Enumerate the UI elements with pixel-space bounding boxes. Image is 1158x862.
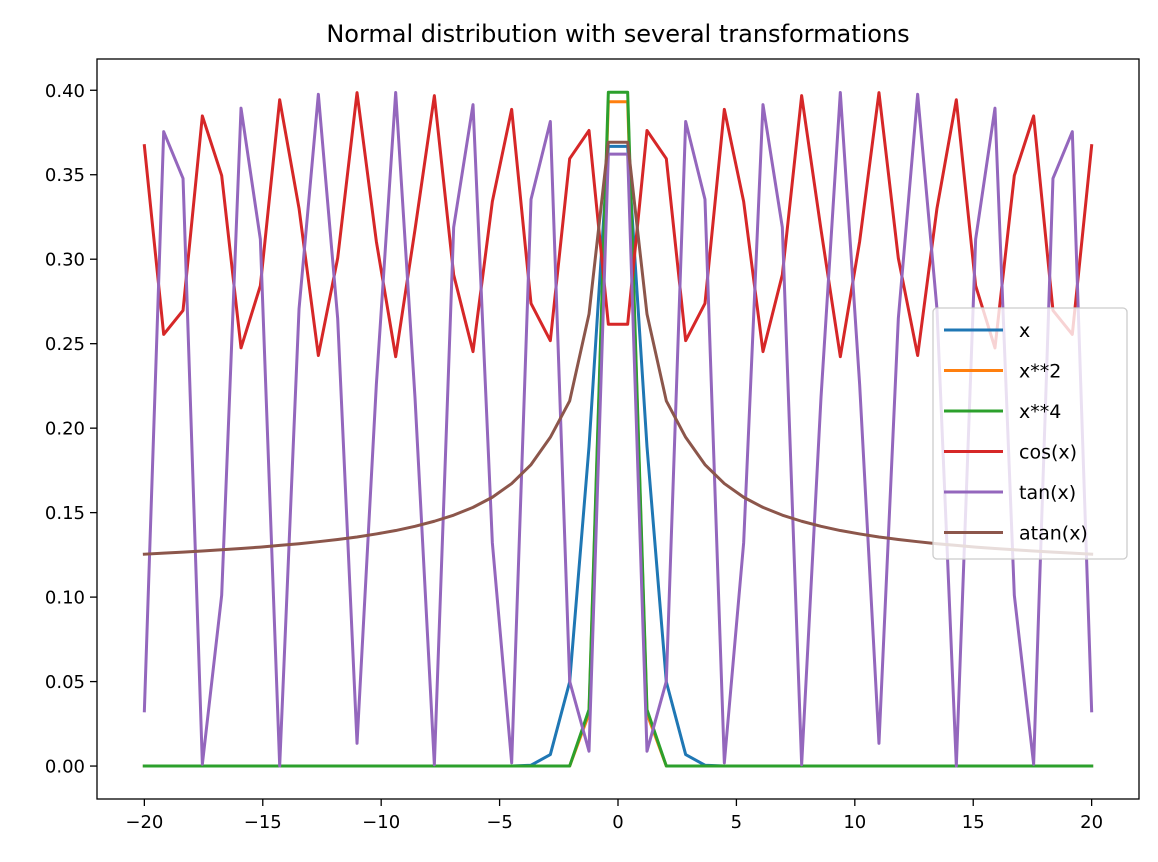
legend-label: tan(x) <box>1019 482 1076 504</box>
y-tick-label: 0.30 <box>45 250 85 271</box>
chart-title: Normal distribution with several transfo… <box>326 20 909 48</box>
x-tick-label: −10 <box>362 812 400 833</box>
y-tick-label: 0.20 <box>45 419 85 440</box>
y-tick-label: 0.25 <box>45 334 85 355</box>
x-tick-label: 20 <box>1080 812 1103 833</box>
x-tick-label: 5 <box>731 812 742 833</box>
x-tick-label: −5 <box>486 812 513 833</box>
y-tick-label: 0.10 <box>45 588 85 609</box>
x-tick-label: 15 <box>962 812 985 833</box>
x-tick-label: −20 <box>125 812 163 833</box>
legend: x x**2 x**4 cos(x) tan(x) atan(x) <box>932 307 1128 560</box>
legend-box <box>932 307 1128 560</box>
legend-label: x**4 <box>1019 401 1061 423</box>
series-line-2 <box>142 90 1094 768</box>
y-tick-label: 0.15 <box>45 503 85 524</box>
legend-label: atan(x) <box>1019 523 1088 545</box>
y-tick-label: 0.05 <box>45 672 85 693</box>
series-line-3 <box>142 91 1094 359</box>
legend-label: x <box>1019 320 1030 342</box>
x-tick-label: 0 <box>612 812 623 833</box>
x-tick-label: −15 <box>244 812 282 833</box>
legend-label: x**2 <box>1019 361 1061 383</box>
axes: −20 −15 −10 −5 0 5 10 15 20 0.00 0.05 0.10 0.15 0.20 0… <box>45 58 1140 833</box>
y-tick-label: 0.35 <box>45 165 85 186</box>
y-tick-label: 0.40 <box>45 81 85 102</box>
series-line-4 <box>142 90 1094 768</box>
y-tick-label: 0.00 <box>45 757 85 778</box>
legend-label: cos(x) <box>1019 442 1077 464</box>
x-tick-label: 10 <box>843 812 866 833</box>
